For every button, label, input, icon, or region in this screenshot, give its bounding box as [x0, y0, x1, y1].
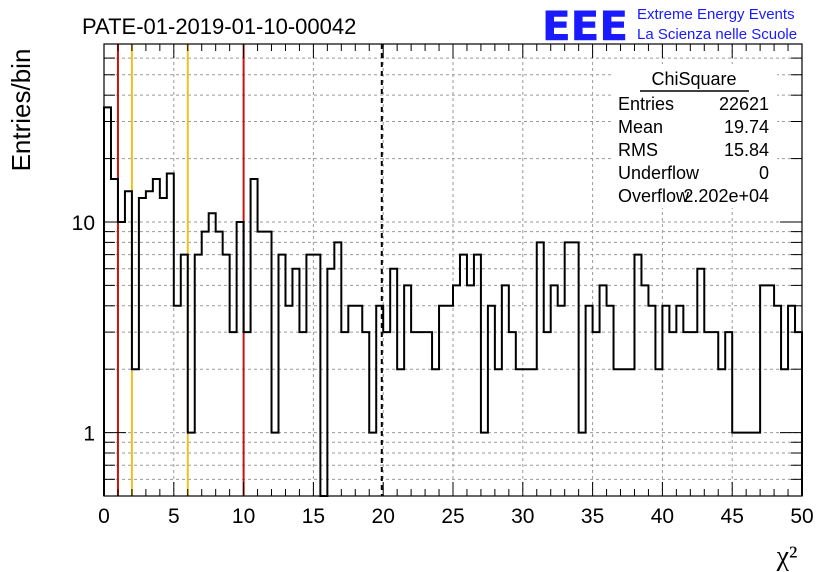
eee-logo-line2: La Scienza nelle Scuole — [637, 26, 797, 43]
x-tick-label: 50 — [790, 505, 813, 528]
chart-title: PATE-01-2019-01-10-00042 — [82, 14, 356, 39]
y-tick-labels: 1 10 — [72, 212, 95, 446]
x-tick-label: 45 — [721, 505, 744, 528]
stats-value-mean: 19.74 — [724, 117, 769, 137]
x-tick-label: 5 — [168, 505, 180, 528]
stats-value-rms: 15.84 — [724, 140, 769, 160]
eee-logo-mark: EEE — [542, 4, 628, 50]
x-tick-labels: 0 5 10 15 20 25 30 35 40 45 50 — [98, 505, 814, 528]
stats-value-overflow: 2.202e+04 — [683, 186, 769, 206]
x-tick-label: 25 — [441, 505, 464, 528]
eee-logo-line1: Extreme Energy Events — [637, 6, 795, 23]
stats-title: ChiSquare — [651, 69, 736, 89]
axis-ticks — [103, 44, 803, 496]
stats-box-background — [611, 64, 777, 208]
x-tick-label: 0 — [98, 505, 110, 528]
x-axis-label: χ² — [776, 541, 798, 572]
stats-value-entries: 22621 — [719, 94, 769, 114]
stats-label-entries: Entries — [618, 94, 674, 114]
stats-label-overflow: Overflow — [618, 186, 690, 206]
stats-box: ChiSquare Entries 22621 Mean 19.74 RMS 1… — [611, 64, 777, 208]
stats-label-rms: RMS — [618, 140, 658, 160]
x-tick-label: 35 — [581, 505, 604, 528]
y-axis-label: Entries/bin — [6, 49, 36, 172]
stats-label-underflow: Underflow — [618, 163, 700, 183]
stats-label-mean: Mean — [618, 117, 663, 137]
x-tick-label: 10 — [232, 505, 255, 528]
x-tick-label: 20 — [372, 505, 395, 528]
x-tick-label: 30 — [511, 505, 534, 528]
eee-logo: EEE Extreme Energy Events La Scienza nel… — [542, 4, 797, 51]
x-tick-label: 40 — [651, 505, 674, 528]
stats-value-underflow: 0 — [759, 163, 769, 183]
histogram-line — [103, 106, 803, 497]
x-tick-label: 15 — [302, 505, 325, 528]
y-tick-label: 10 — [72, 212, 95, 235]
y-tick-label: 1 — [83, 423, 95, 446]
